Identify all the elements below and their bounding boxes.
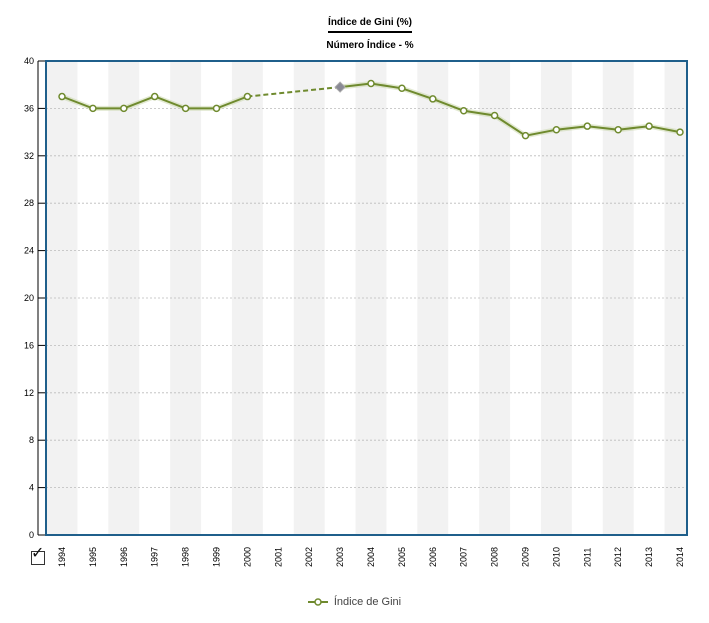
x-tick-label: 2001 bbox=[273, 547, 283, 567]
data-point bbox=[583, 122, 592, 130]
x-tick-label: 2012 bbox=[613, 547, 623, 567]
x-tick-label: 1998 bbox=[181, 547, 191, 567]
data-point bbox=[212, 104, 221, 113]
x-tick-label: 2010 bbox=[551, 547, 561, 567]
data-point bbox=[243, 92, 252, 101]
x-tick-label: 2009 bbox=[521, 547, 531, 567]
chart-title: Índice de Gini (%) bbox=[0, 17, 709, 33]
x-tick-label: 2000 bbox=[242, 547, 252, 567]
x-tick-label: 2014 bbox=[675, 547, 685, 567]
data-point bbox=[459, 107, 468, 115]
data-point bbox=[614, 125, 622, 134]
series-line bbox=[339, 82, 681, 137]
x-tick-label: 1999 bbox=[212, 547, 222, 567]
data-point bbox=[552, 125, 561, 134]
data-point bbox=[120, 104, 128, 113]
x-tick-label: 1997 bbox=[150, 547, 160, 567]
x-tick-label: 2007 bbox=[459, 547, 469, 567]
data-point bbox=[490, 111, 499, 120]
x-tick-label: 1996 bbox=[119, 547, 129, 567]
data-point bbox=[89, 104, 97, 113]
data-point bbox=[398, 84, 406, 93]
y-tick-label: 0 bbox=[29, 530, 34, 540]
y-tick-label: 4 bbox=[29, 483, 34, 493]
line-chart: 0 4 8 12 16 20 24 28 32 36 40 1994 1995 1996 1997 1998 1… bbox=[24, 56, 688, 567]
data-point bbox=[676, 128, 684, 136]
x-tick-label: 2005 bbox=[397, 547, 407, 567]
check-icon: ✓ bbox=[31, 545, 45, 562]
y-tick-label: 32 bbox=[24, 151, 34, 161]
x-tick-label: 2006 bbox=[428, 547, 438, 567]
legend: Índice de Gini bbox=[0, 596, 709, 610]
legend-item[interactable]: Índice de Gini bbox=[307, 596, 402, 608]
y-tick-label: 28 bbox=[24, 198, 34, 208]
x-tick-label: 2003 bbox=[335, 547, 345, 567]
data-point bbox=[58, 92, 66, 101]
y-tick-label: 36 bbox=[24, 103, 34, 113]
plot-frame bbox=[45, 60, 688, 536]
x-tick-label: 2002 bbox=[304, 547, 314, 567]
legend-label: Índice de Gini bbox=[333, 596, 402, 608]
data-point bbox=[521, 131, 530, 140]
x-tick-label: 2008 bbox=[490, 547, 500, 567]
y-tick-label: 24 bbox=[24, 246, 34, 256]
data-point bbox=[150, 92, 159, 101]
x-tick-label: 1995 bbox=[88, 547, 98, 567]
y-tick-label: 20 bbox=[24, 293, 34, 303]
data-point bbox=[367, 79, 375, 88]
legend-line-icon bbox=[307, 598, 328, 606]
x-tick-label: 2011 bbox=[582, 548, 592, 567]
y-tick-label: 8 bbox=[29, 435, 34, 445]
data-point bbox=[645, 122, 653, 130]
y-tick-label: 12 bbox=[24, 388, 34, 398]
chart-subtitle: Número Índice - % bbox=[326, 40, 414, 51]
x-tick-label: 2004 bbox=[366, 547, 376, 567]
data-point bbox=[429, 95, 437, 103]
y-tick-label: 16 bbox=[24, 340, 34, 350]
highlighted-point bbox=[334, 81, 346, 93]
data-point bbox=[181, 104, 190, 113]
x-tick-label: 2013 bbox=[644, 547, 654, 567]
y-tick-label: 40 bbox=[24, 56, 34, 66]
x-tick-label: 1994 bbox=[57, 547, 67, 567]
toggle-checkbox[interactable]: ✓ bbox=[31, 546, 45, 565]
